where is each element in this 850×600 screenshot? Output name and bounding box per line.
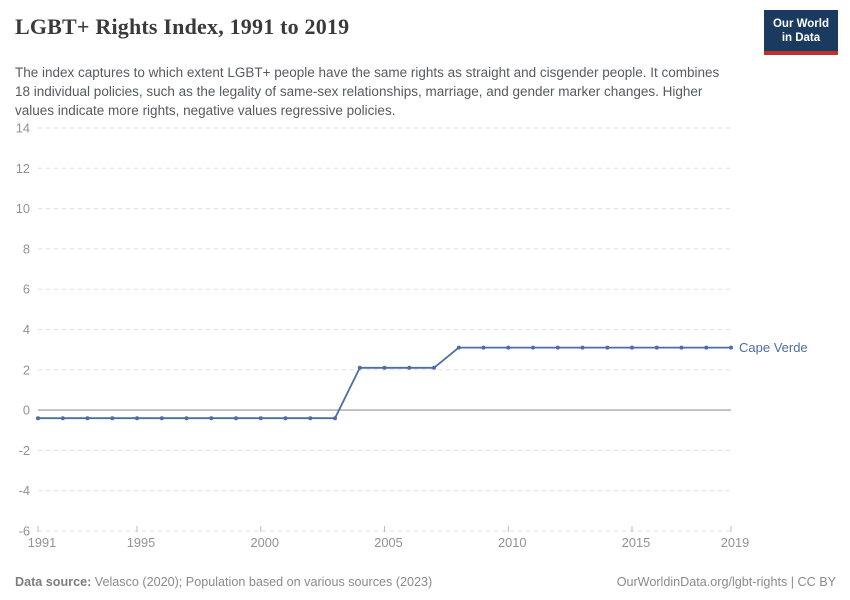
y-tick-label: 2 — [23, 362, 30, 377]
data-point — [580, 345, 585, 350]
data-point — [382, 365, 387, 370]
data-source-text: Velasco (2020); Population based on vari… — [91, 575, 433, 589]
data-point — [333, 416, 337, 421]
chart-footer: Data source: Velasco (2020); Population … — [15, 575, 836, 589]
y-tick-label: -2 — [19, 443, 30, 458]
data-point — [432, 365, 436, 370]
data-source-label: Data source: — [15, 575, 92, 589]
y-tick-label: 12 — [16, 161, 30, 176]
data-point — [506, 345, 511, 350]
data-point — [679, 345, 684, 350]
data-point — [258, 416, 263, 421]
x-tick-label: 2019 — [721, 535, 749, 550]
data-point — [159, 416, 164, 421]
y-tick-label: -4 — [19, 483, 30, 498]
x-tick-label: 1991 — [28, 535, 56, 550]
y-tick-label: -6 — [19, 524, 30, 539]
data-point — [135, 416, 139, 421]
data-point — [60, 416, 65, 421]
owid-logo-line1: Our World — [772, 18, 829, 30]
x-tick-label: 2005 — [374, 535, 402, 550]
series-end-label: Cape Verde — [739, 340, 808, 355]
data-point — [407, 365, 412, 370]
data-point — [704, 345, 709, 350]
data-point — [654, 345, 659, 350]
data-point — [209, 416, 214, 421]
data-point — [110, 416, 115, 421]
data-point — [531, 345, 535, 350]
series-line — [38, 346, 731, 420]
data-point — [481, 345, 486, 350]
x-tick-label: 2000 — [251, 535, 279, 550]
data-point — [283, 416, 288, 421]
x-tick-label: 2015 — [622, 535, 650, 550]
data-point — [234, 416, 238, 421]
y-tick-label: 14 — [16, 121, 30, 136]
data-point — [308, 416, 313, 421]
data-point — [729, 345, 733, 350]
data-point — [85, 416, 90, 421]
x-tick-label: 2010 — [498, 535, 526, 550]
credit-link[interactable]: OurWorldinData.org/lgbt-rights | CC BY — [616, 575, 836, 589]
y-tick-label: 6 — [23, 282, 30, 297]
data-point — [605, 345, 610, 350]
owid-logo-line2: in Data — [781, 32, 821, 45]
y-tick-label: 0 — [23, 403, 30, 418]
owid-logo[interactable]: Our World in Data — [763, 10, 838, 55]
data-point — [184, 416, 189, 421]
y-tick-label: 10 — [16, 201, 30, 216]
data-point — [456, 345, 461, 350]
data-point — [357, 365, 362, 370]
data-point — [36, 416, 40, 421]
page-title: LGBT+ Rights Index, 1991 to 2019 — [15, 14, 350, 39]
x-tick-label: 1995 — [127, 535, 155, 550]
data-source-note: Data source: Velasco (2020); Population … — [15, 575, 432, 589]
data-point — [555, 345, 560, 350]
data-point — [630, 345, 634, 350]
y-tick-label: 4 — [23, 322, 30, 337]
chart-subtitle: The index captures to which extent LGBT+… — [15, 65, 720, 119]
y-tick-label: 8 — [23, 241, 30, 256]
